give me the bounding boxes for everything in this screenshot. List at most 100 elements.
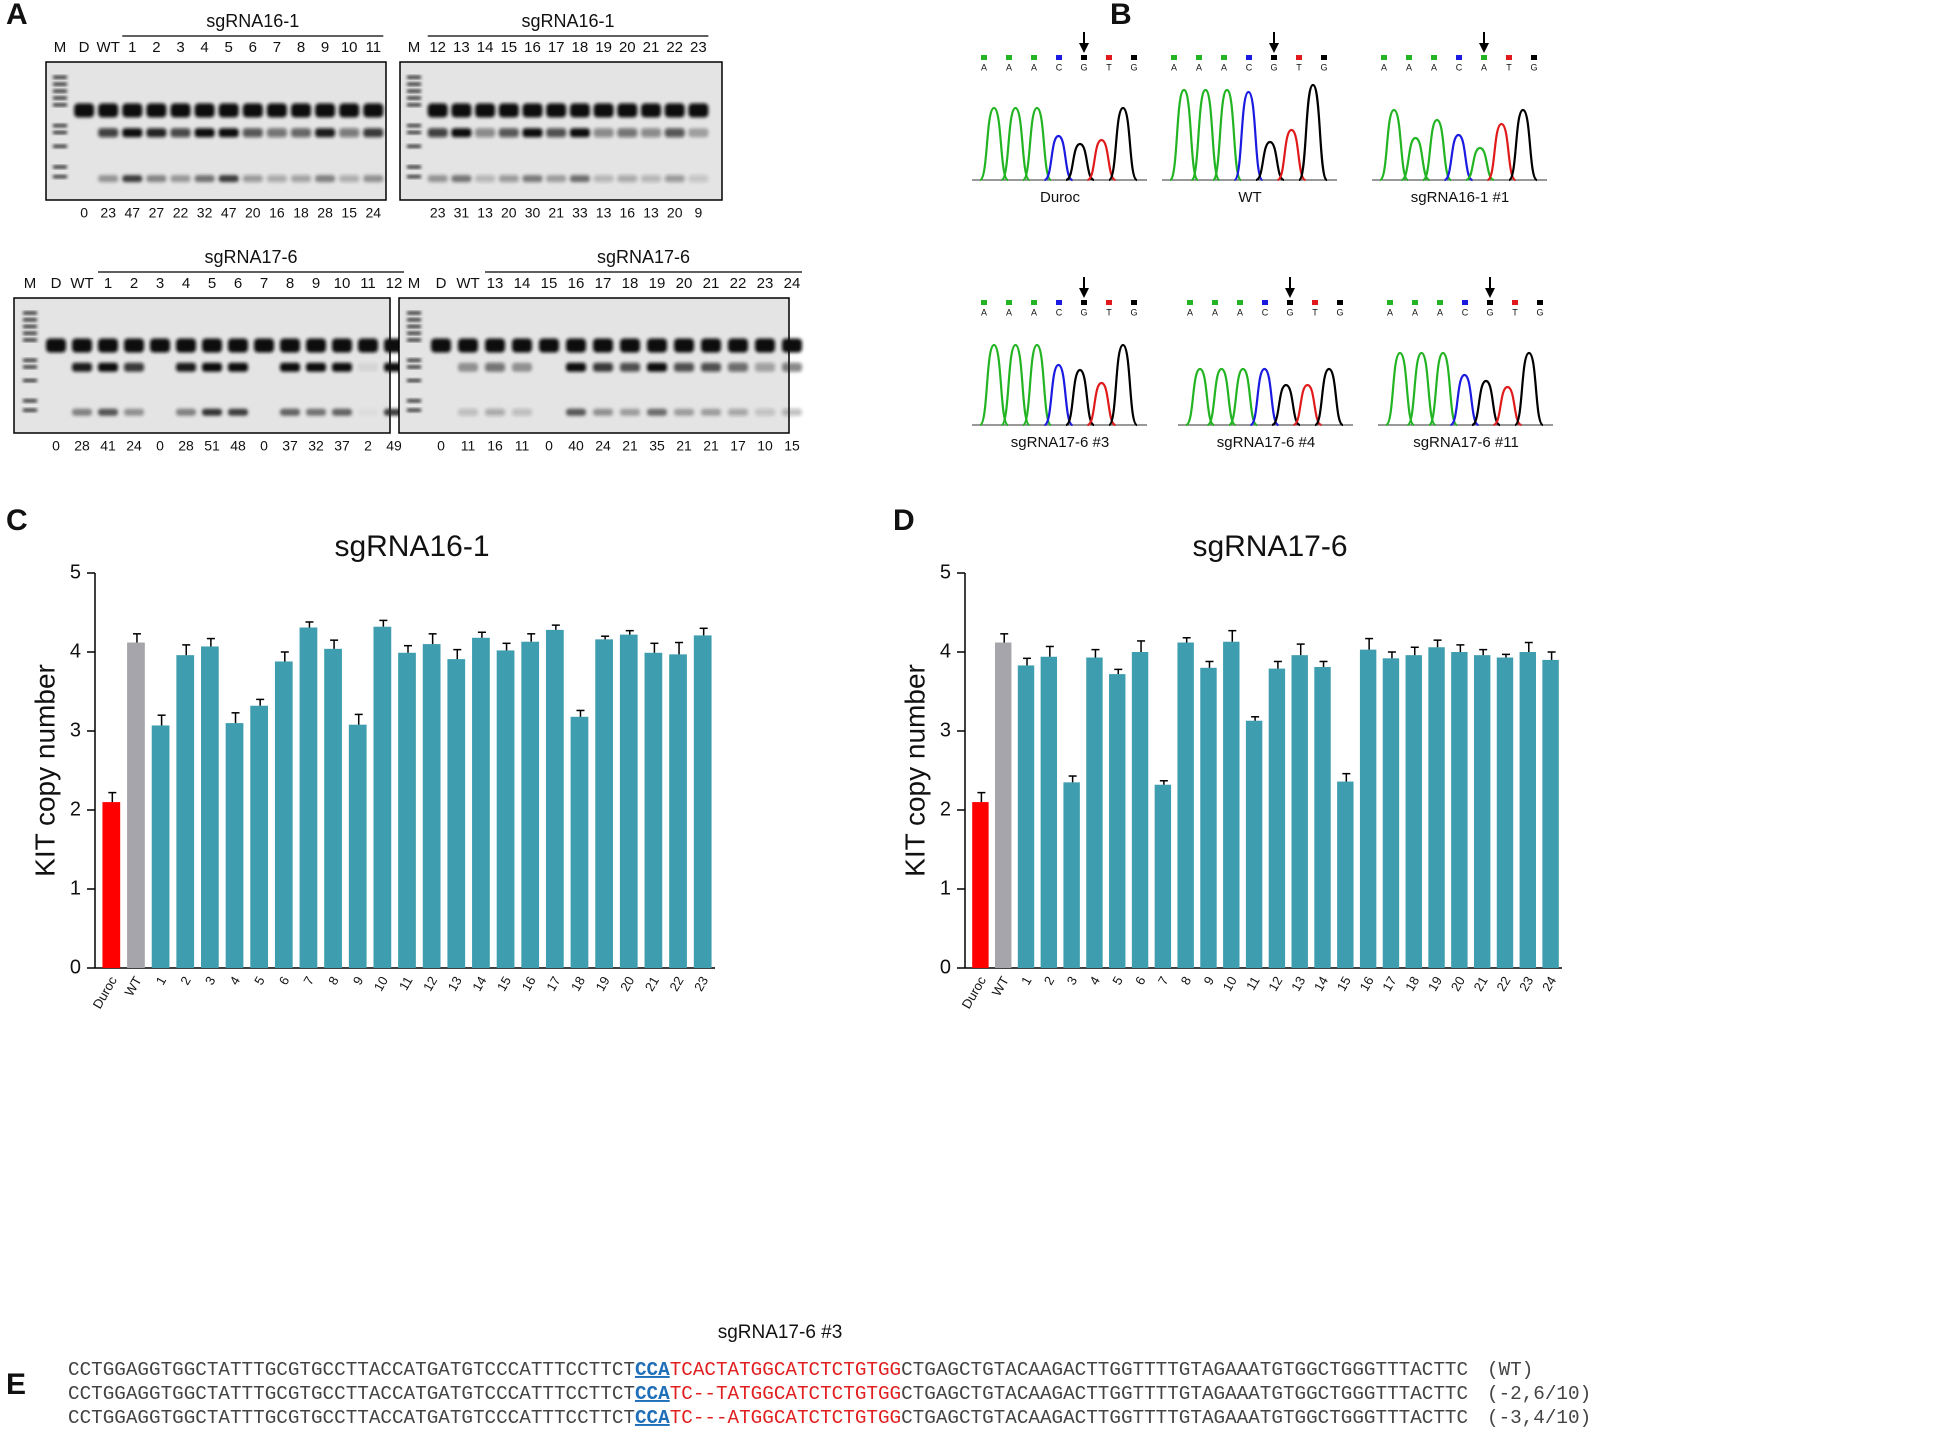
peak [1465, 146, 1495, 182]
trace-caption: sgRNA16-1 #1 [1411, 189, 1509, 206]
base-marker [1237, 300, 1243, 305]
peak [1486, 122, 1517, 182]
band-cleaved [98, 362, 118, 372]
band-cleaved [242, 128, 263, 138]
peak [1184, 367, 1216, 427]
base-label: G [1536, 307, 1543, 317]
band-cleaved [150, 363, 170, 372]
cleavage-value: 30 [525, 205, 541, 221]
cleavage-value: 11 [461, 438, 476, 454]
cleavage-value: 23 [100, 205, 116, 221]
band-uncut [593, 103, 614, 118]
band-cleaved [755, 408, 775, 416]
ladder-band [53, 175, 67, 179]
x-tick-label: 21 [642, 974, 662, 994]
band-cleaved [641, 128, 661, 138]
bar [250, 705, 269, 968]
base-marker [1106, 55, 1112, 60]
lane-label: 12 [386, 275, 403, 292]
base-label: G [1320, 62, 1327, 72]
seq-suffix: CTGAGCTGTACAAGACTTGGTTTTGTAGAAATGTGGCTGG… [901, 1407, 1468, 1429]
ladder-band [407, 311, 421, 315]
x-tick-label: 12 [1265, 974, 1285, 994]
bar [447, 659, 466, 968]
bar [1177, 642, 1194, 968]
base-marker [1481, 55, 1487, 60]
base-label: A [1031, 62, 1037, 72]
cleavage-value: 0 [437, 438, 445, 454]
band-cleaved [674, 362, 694, 372]
peak [1043, 134, 1074, 182]
bar [127, 642, 145, 968]
peak [1297, 83, 1329, 182]
cleavage-value: 0 [80, 205, 88, 221]
ladder-band [407, 331, 421, 335]
base-marker [1321, 55, 1327, 60]
base-label: C [1456, 62, 1463, 72]
base-label: T [1296, 62, 1302, 72]
band-uncut [539, 338, 559, 353]
band-uncut [124, 338, 144, 353]
bar [669, 654, 687, 968]
x-tick-label: 14 [469, 974, 489, 994]
bar [693, 635, 712, 968]
band-cleaved [427, 175, 448, 183]
base-label: C [1056, 307, 1063, 317]
band-cleaved [569, 128, 590, 138]
base-marker [1262, 300, 1268, 305]
band-uncut [46, 338, 66, 353]
bar [1109, 674, 1126, 968]
peak [1206, 367, 1237, 427]
band-cleaved [74, 175, 94, 182]
x-tick-label: 2 [1041, 974, 1058, 988]
band-cleaved [617, 175, 638, 183]
x-tick-label: 15 [1334, 974, 1354, 994]
bar [398, 652, 416, 968]
ladder-band [53, 131, 67, 134]
band-cleaved [124, 408, 144, 416]
band-uncut [202, 338, 222, 353]
peak [1384, 351, 1416, 427]
x-tick-label: 1 [153, 974, 170, 988]
band-uncut [72, 338, 92, 353]
base-label: A [1437, 307, 1443, 317]
band-uncut [427, 103, 448, 118]
x-tick-label: 5 [251, 974, 268, 988]
band-uncut [194, 103, 215, 118]
base-marker [1031, 55, 1037, 60]
lane-label: M [24, 275, 37, 292]
sequence: CCTGGAGGTGGCTATTTGCGTGCCTTACCATGATGTCCCA… [68, 1407, 1468, 1429]
base-marker [1081, 55, 1087, 60]
x-tick-label: 17 [543, 974, 563, 994]
band-uncut [74, 103, 95, 118]
bar [1519, 652, 1536, 968]
cleavage-value: 21 [703, 438, 719, 454]
band-cleaved [451, 175, 472, 183]
base-marker [1387, 300, 1393, 305]
peak [978, 343, 1010, 427]
cleavage-value: 9 [695, 205, 703, 221]
x-tick-label: Duroc [959, 973, 990, 1011]
cleavage-value: 24 [126, 438, 142, 454]
lane-label: 8 [286, 275, 294, 292]
bar [1223, 641, 1240, 968]
bar [995, 642, 1012, 968]
ladder-band [23, 338, 37, 342]
peak [1378, 108, 1410, 182]
bar [1040, 656, 1058, 968]
lane-label: 16 [568, 275, 585, 292]
seq-suffix: CTGAGCTGTACAAGACTTGGTTTTGTAGAAATGTGGCTGG… [901, 1383, 1468, 1405]
band-cleaved [332, 362, 352, 372]
bar [1063, 782, 1080, 968]
band-cleaved [701, 362, 721, 372]
band-uncut [641, 103, 661, 118]
peak [1168, 88, 1200, 182]
lane-label: 16 [524, 39, 541, 56]
ladder-band [23, 318, 37, 322]
cleavage-value: 13 [477, 205, 493, 221]
lane-label: 22 [730, 275, 747, 292]
base-label: A [1387, 307, 1393, 317]
cleavage-value: 16 [269, 205, 285, 221]
bar [1291, 655, 1308, 968]
band-cleaved [701, 408, 721, 416]
